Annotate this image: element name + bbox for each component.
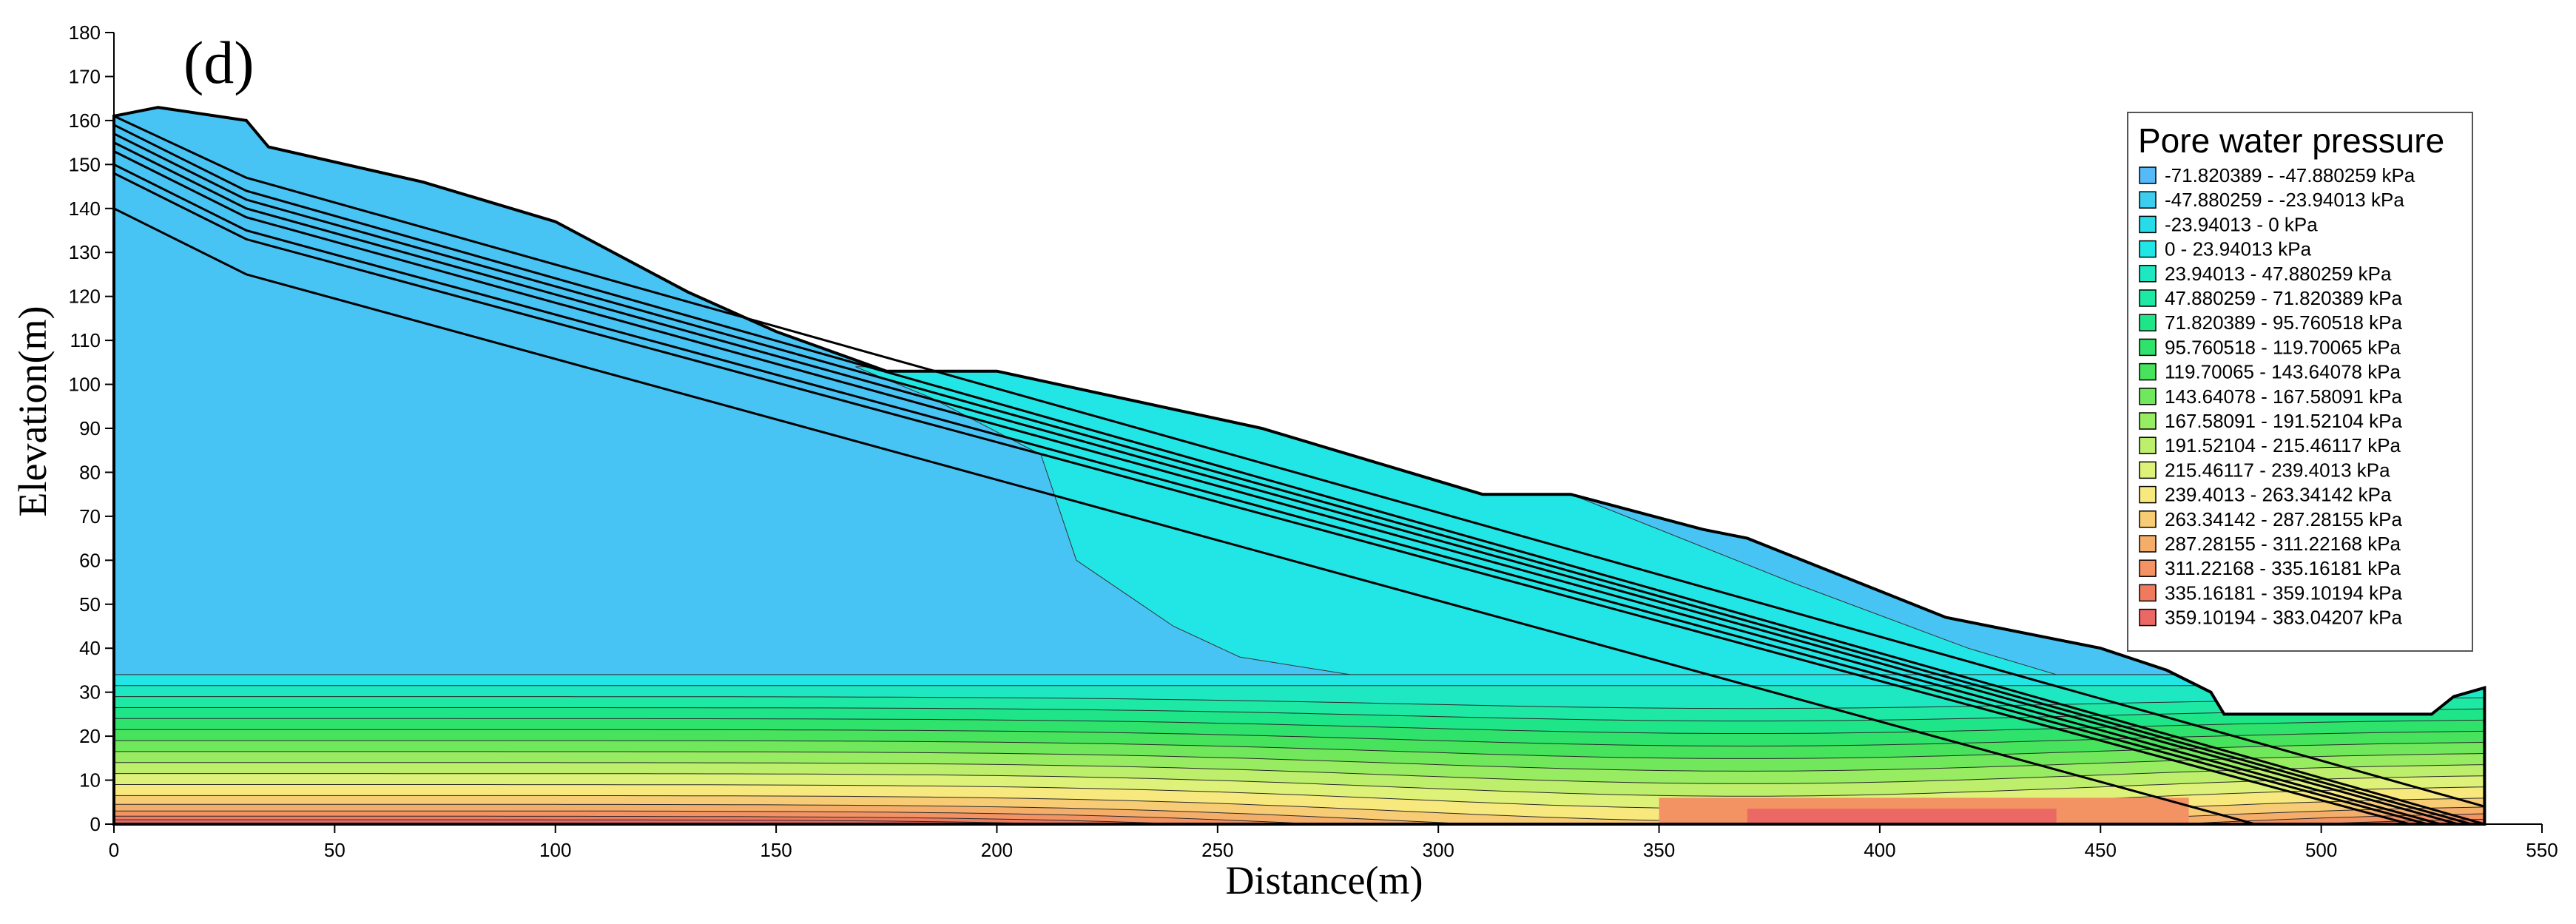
legend-entry-label: 215.46117 - 239.4013 kPa <box>2165 459 2390 481</box>
band-peak-pressure <box>1747 809 2057 824</box>
y-tick-label: 150 <box>69 153 101 175</box>
layer-boundary-line <box>113 150 2441 826</box>
legend-entry-label: 47.880259 - 71.820389 kPa <box>2165 287 2402 309</box>
y-axis-title: Elevation(m) <box>10 306 55 517</box>
layer-boundaries <box>112 106 2486 826</box>
layer-boundary-line <box>113 141 2459 826</box>
layer-boundary-line <box>113 132 2472 826</box>
y-tick-label: 100 <box>69 374 101 396</box>
layer-boundary-line <box>113 207 2256 826</box>
y-tick-label: 140 <box>69 198 101 220</box>
legend-swatch <box>2139 215 2157 234</box>
legend-entry-label: 0 - 23.94013 kPa <box>2165 238 2312 260</box>
legend-swatch <box>2139 289 2157 307</box>
x-tick-label: 250 <box>1201 839 1233 861</box>
x-tick-label: 50 <box>324 839 345 861</box>
x-tick-label: 500 <box>2305 839 2337 861</box>
legend-entry-label: 263.34142 - 287.28155 kPa <box>2165 508 2402 530</box>
legend-entry-label: 311.22168 - 335.16181 kPa <box>2165 557 2401 579</box>
y-tick-label: 80 <box>79 461 101 483</box>
legend-entry-label: -71.820389 - -47.880259 kPa <box>2165 164 2415 186</box>
legend-title: Pore water pressure <box>2138 121 2444 160</box>
legend-swatch <box>2139 166 2157 184</box>
y-tick-label: 40 <box>79 637 101 659</box>
legend-swatch <box>2139 535 2157 553</box>
legend-swatch <box>2139 510 2157 528</box>
axes: 0 50 100 150 200 250 300 350 400 450 500 550 0 10 20 30… <box>69 21 2558 861</box>
legend-entry-label: 95.760518 - 119.70065 kPa <box>2165 336 2401 358</box>
legend-swatch <box>2139 191 2157 209</box>
x-tick-label: 300 <box>1422 839 1454 861</box>
y-tick-label: 60 <box>79 549 101 571</box>
y-tick-label: 160 <box>69 109 101 132</box>
pressure-band <box>114 819 2485 825</box>
x-tick-label: 550 <box>2526 839 2558 861</box>
legend-swatch <box>2139 412 2157 430</box>
y-tick-label: 70 <box>79 505 101 527</box>
x-tick-label: 200 <box>981 839 1013 861</box>
y-tick-label: 180 <box>69 21 101 44</box>
layer-boundary-line <box>113 115 2485 808</box>
legend-entry-label: 167.58091 - 191.52104 kPa <box>2165 410 2402 432</box>
legend-swatch <box>2139 485 2157 504</box>
legend-swatch <box>2139 314 2157 331</box>
legend-swatch <box>2139 559 2157 577</box>
y-tick-label: 130 <box>69 241 101 263</box>
y-tick-label: 20 <box>79 725 101 747</box>
legend-swatch <box>2139 608 2157 627</box>
x-tick-label: 450 <box>2085 839 2117 861</box>
legend-entry-label: 71.820389 - 95.760518 kPa <box>2165 311 2402 334</box>
legend-swatch <box>2139 584 2157 602</box>
x-tick-label: 350 <box>1643 839 1675 861</box>
x-axis-title: Distance(m) <box>1226 858 1423 903</box>
y-tick-label: 10 <box>79 769 101 792</box>
x-tick-label: 150 <box>760 839 792 861</box>
legend-swatch <box>2139 240 2157 258</box>
legend-entry-label: 239.4013 - 263.34142 kPa <box>2165 484 2392 506</box>
legend-box <box>2127 112 2473 652</box>
y-tick-label: 110 <box>70 329 101 351</box>
legend-swatch <box>2139 436 2157 454</box>
y-tick-label: 170 <box>69 65 101 87</box>
legend: Pore water pressure -71.820389 - -47.880… <box>2127 112 2473 652</box>
legend-entry-label: 143.64078 - 167.58091 kPa <box>2165 385 2402 408</box>
legend-swatch <box>2139 338 2157 357</box>
legend-swatch <box>2139 362 2157 381</box>
y-tick-label: 120 <box>69 286 101 308</box>
legend-entry-label: 23.94013 - 47.880259 kPa <box>2165 263 2392 285</box>
layer-boundary-line <box>113 124 2485 826</box>
x-tick-label: 100 <box>539 839 571 861</box>
legend-entry-label: 287.28155 - 311.22168 kPa <box>2165 533 2401 555</box>
legend-swatch <box>2139 388 2157 405</box>
layer-boundary-line <box>113 163 2428 826</box>
legend-entry-label: 335.16181 - 359.10194 kPa <box>2165 581 2402 604</box>
x-tick-label: 400 <box>1864 839 1895 861</box>
y-tick-label: 50 <box>79 593 101 616</box>
layer-boundary-line <box>113 172 2410 826</box>
legend-entry-label: 359.10194 - 383.04207 kPa <box>2165 607 2402 629</box>
legend-entry-label: -23.94013 - 0 kPa <box>2165 213 2318 235</box>
y-tick-label: 90 <box>79 417 101 439</box>
slope-outline <box>112 106 2486 826</box>
y-tick-label: 30 <box>79 681 101 704</box>
legend-entry-label: 119.70065 - 143.64078 kPa <box>2165 361 2401 383</box>
x-tick-label: 0 <box>109 839 119 861</box>
panel-label: (d) <box>183 29 254 96</box>
y-tick-label: 0 <box>90 813 101 835</box>
legend-entry-label: 191.52104 - 215.46117 kPa <box>2165 434 2401 456</box>
legend-swatch <box>2139 461 2157 479</box>
legend-entry-label: -47.880259 - -23.94013 kPa <box>2165 189 2404 211</box>
legend-swatch <box>2139 265 2157 283</box>
